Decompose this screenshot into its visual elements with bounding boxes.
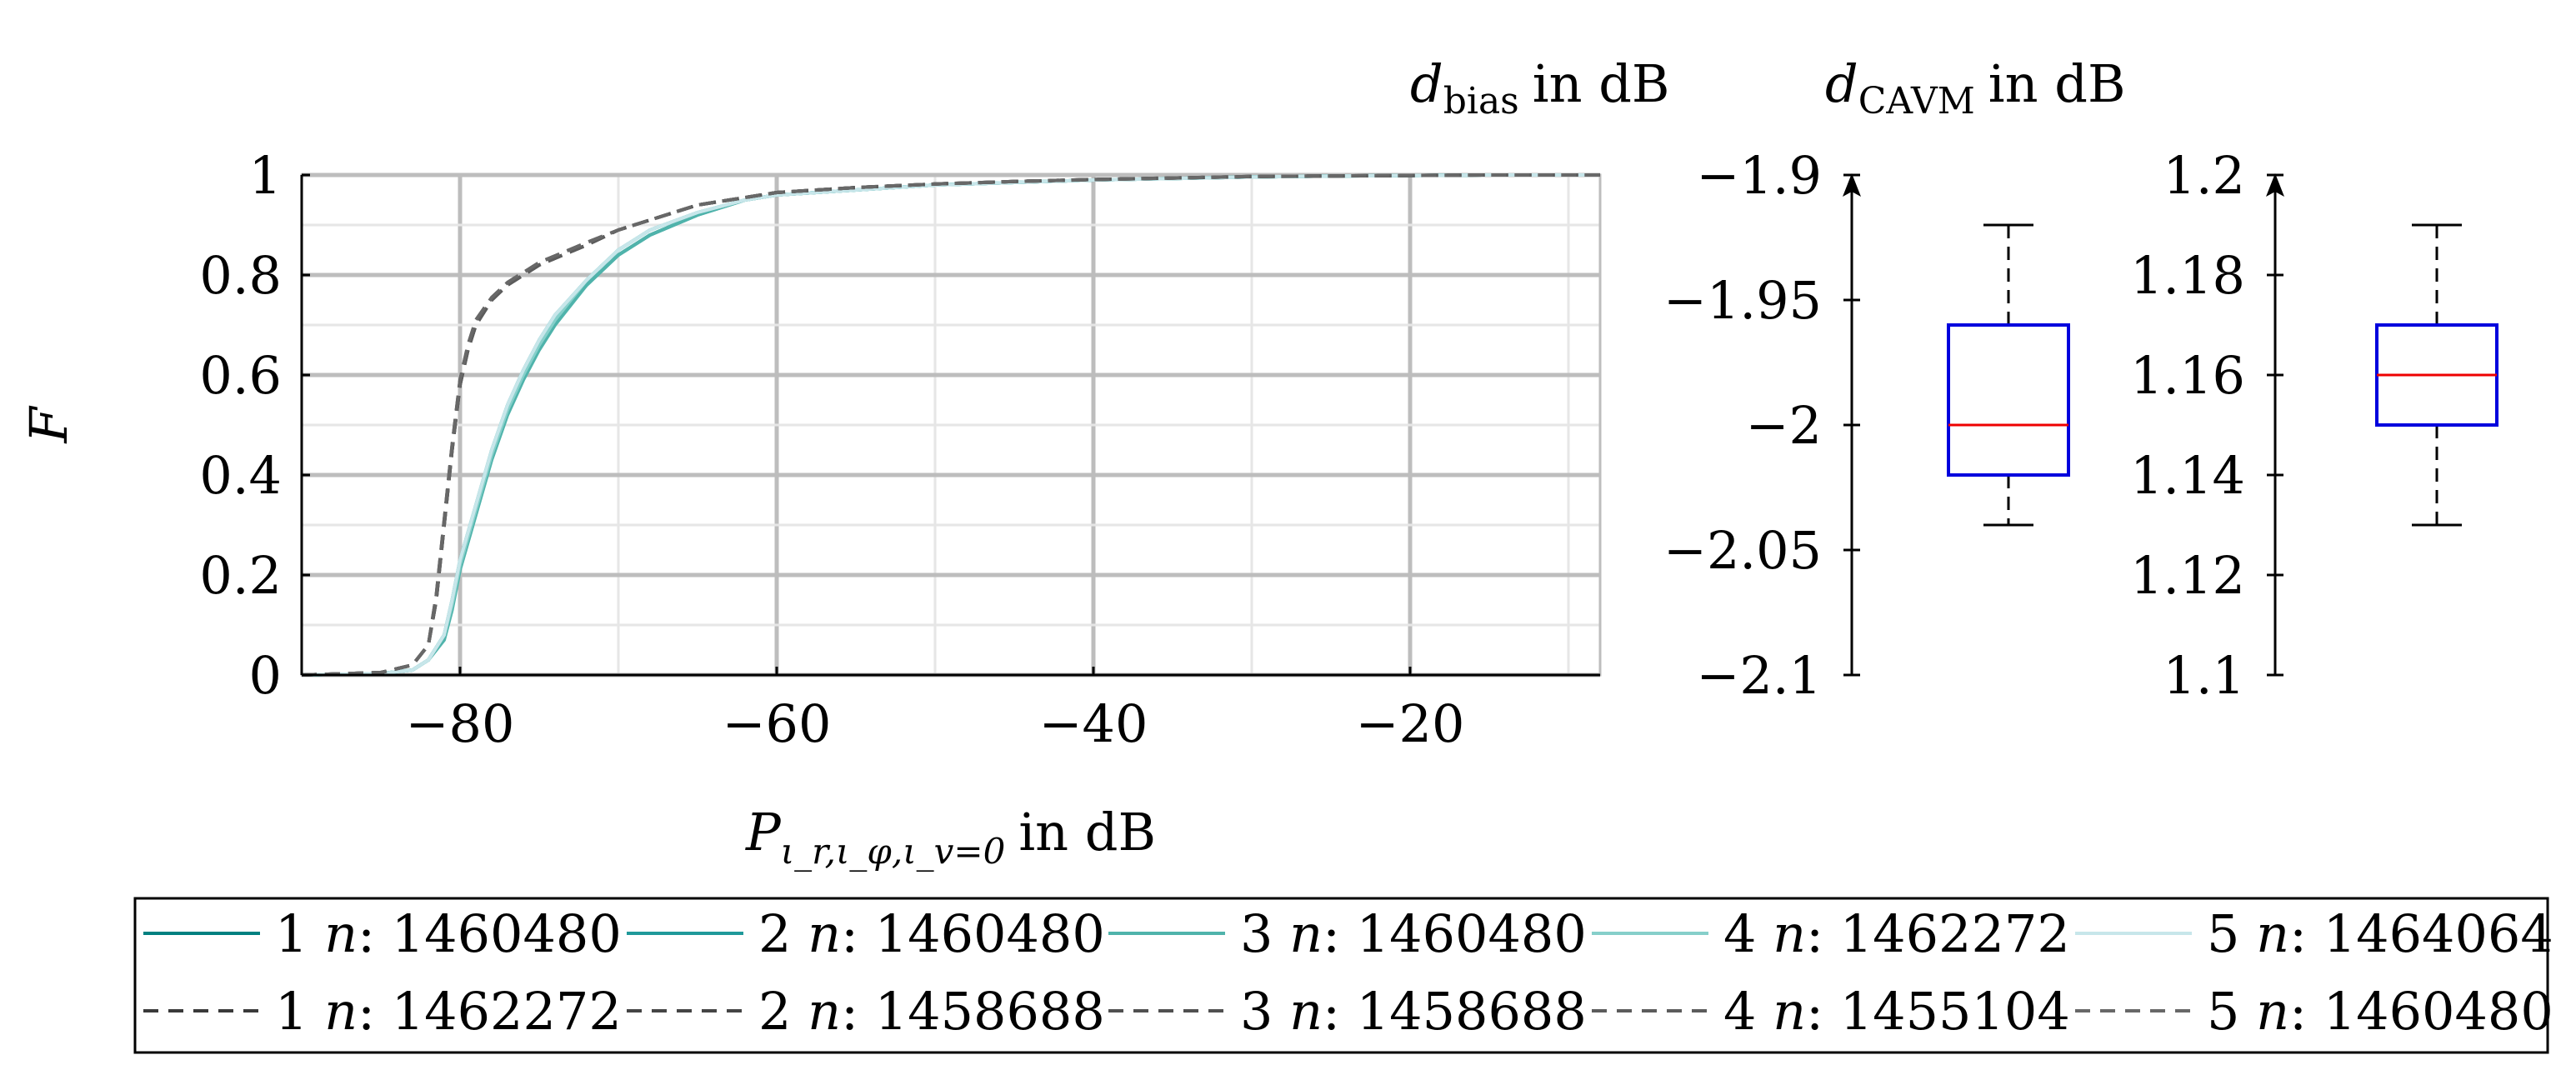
- bias-tick-label: −2.05: [1663, 520, 1822, 581]
- cdf-tick-labels: −80 −60 −40 −20 0 0.2 0.4 0.6 0.8 1: [199, 145, 1464, 754]
- cavm-boxplot-title: dCAVM in dB: [1825, 53, 2126, 122]
- cavm-title-base: d: [1825, 53, 1858, 114]
- cdf-x-axis-label-subscript: ι_r,ι_φ,ι_v=0: [781, 831, 1006, 872]
- cdf-x-tick-label: −60: [723, 693, 832, 754]
- cdf-chart: −80 −60 −40 −20 0 0.2 0.4 0.6 0.8 1 F Pι_r,ι_φ,ι_…: [18, 145, 1602, 872]
- bias-ticks: −1.9 −1.95 −2 −2.05 −2.1: [1663, 145, 1860, 706]
- legend-label: 2 n: 1460480: [758, 903, 1105, 964]
- cavm-tick-label: 1.2: [2163, 145, 2245, 206]
- legend-label: 1 n: 1462272: [275, 981, 622, 1042]
- cdf-series-line: [301, 173, 1600, 677]
- cdf-y-tick-label: 1: [249, 145, 282, 206]
- legend-frame: [133, 897, 2549, 1054]
- legend-label: 3 n: 1460480: [1240, 903, 1587, 964]
- bias-boxplot-title: dbias in dB: [1410, 53, 1669, 122]
- cdf-y-tick-label: 0.6: [199, 345, 282, 406]
- cdf-x-axis-label-base: P: [745, 802, 782, 862]
- cavm-title-unit: in dB: [1988, 53, 2126, 114]
- cdf-x-tick-label: −20: [1356, 693, 1465, 754]
- legend-label: 4 n: 1455104: [1723, 981, 2070, 1042]
- bias-title-base: d: [1410, 53, 1443, 114]
- cdf-y-axis-label: F: [18, 406, 79, 444]
- legend-label: 5 n: 1464064: [2207, 903, 2553, 964]
- bias-title-subscript: bias: [1443, 80, 1519, 122]
- bias-tick-label: −2: [1746, 395, 1822, 456]
- cdf-y-tick-label: 0.4: [199, 445, 282, 506]
- cdf-x-axis-label: Pι_r,ι_φ,ι_v=0 in dB: [745, 802, 1156, 872]
- legend-label: 1 n: 1460480: [275, 903, 622, 964]
- legend-label: 5 n: 1460480: [2207, 981, 2553, 1042]
- bias-tick-label: −2.1: [1696, 645, 1822, 706]
- legend: 1 n: 1460480 2 n: 1460480 3 n: 1460480 4 n:…: [133, 897, 2553, 1054]
- legend-label: 3 n: 1458688: [1240, 981, 1587, 1042]
- legend-label: 4 n: 1462272: [1723, 903, 2070, 964]
- cdf-y-tick-label: 0.2: [199, 545, 282, 606]
- cavm-axis-arrow: [2266, 173, 2284, 197]
- cavm-tick-label: 1.16: [2130, 345, 2245, 406]
- cavm-tick-label: 1.18: [2130, 245, 2245, 306]
- bias-box: [1947, 223, 2070, 527]
- cavm-tick-label: 1.12: [2130, 545, 2245, 606]
- bias-tick-label: −1.95: [1663, 270, 1822, 331]
- cavm-tick-label: 1.14: [2130, 445, 2245, 506]
- cavm-boxplot: dCAVM in dB 1.2 1.18 1.16 1.14 1.12 1.1: [1825, 53, 2498, 706]
- bias-axis-arrow: [1843, 173, 1861, 197]
- cavm-box: [2375, 223, 2498, 527]
- bias-title-unit: in dB: [1533, 53, 1670, 114]
- cavm-ticks: 1.2 1.18 1.16 1.14 1.12 1.1: [2130, 145, 2283, 706]
- cavm-title-subscript: CAVM: [1858, 80, 1975, 122]
- legend-items: 1 n: 1460480 2 n: 1460480 3 n: 1460480 4 n:…: [143, 903, 2553, 1042]
- cdf-y-tick-label: 0: [249, 645, 282, 706]
- cdf-x-tick-label: −40: [1039, 693, 1148, 754]
- cdf-y-tick-label: 0.8: [199, 245, 282, 306]
- bias-tick-label: −1.9: [1696, 145, 1822, 206]
- bias-boxplot: dbias in dB −1.9−1.95−2−2.05−2.1: [1410, 53, 2070, 706]
- cdf-lines: [301, 173, 1600, 677]
- bias-iqr-box: [1947, 323, 2070, 477]
- legend-label: 2 n: 1458688: [758, 981, 1105, 1042]
- cdf-x-axis-label-unit: in dB: [1018, 802, 1156, 862]
- cavm-tick-label: 1.1: [2163, 645, 2245, 706]
- cdf-x-tick-label: −80: [406, 693, 515, 754]
